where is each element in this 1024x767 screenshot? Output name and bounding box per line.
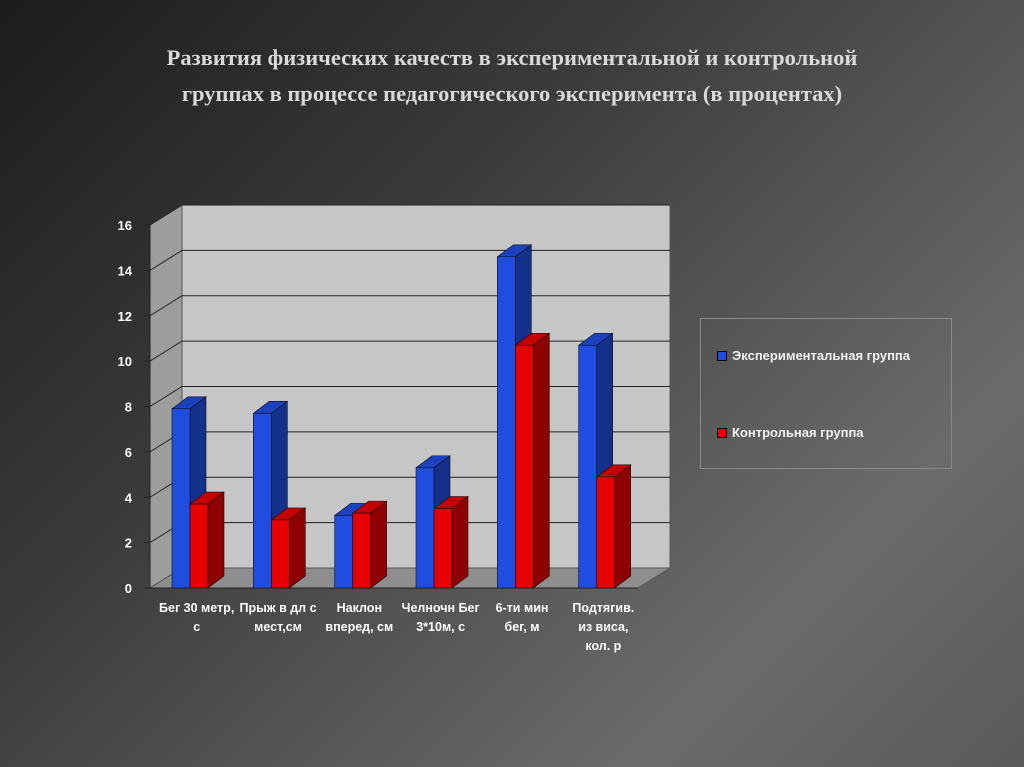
- x-tick-label-line: мест,см: [254, 620, 302, 634]
- legend-swatch-control: [717, 427, 727, 438]
- bar-front: [352, 512, 371, 589]
- x-tick-label-line: из виса,: [578, 620, 628, 634]
- x-tick-label-line: Наклон: [337, 601, 382, 615]
- legend-item-experimental: Экспериментальная группа: [717, 348, 910, 363]
- bar-front: [415, 467, 435, 589]
- x-tick-label: Челночн Бег 3*10м, с: [402, 601, 480, 634]
- bar-front: [189, 503, 209, 589]
- y-tick-label: 8: [125, 400, 132, 415]
- bar-control-3: [433, 495, 469, 589]
- x-tick-label: Наклон вперед, см: [325, 601, 393, 634]
- y-tick-label: 14: [118, 263, 133, 278]
- legend-label-control: Контрольная группа: [732, 425, 864, 440]
- bar-front: [334, 515, 353, 589]
- bar-side: [370, 500, 387, 589]
- x-tick-label: Бег 30 метр, с: [159, 601, 234, 634]
- x-tick-label-line: вперед, см: [325, 620, 393, 634]
- x-tick-label-line: кол. р: [585, 639, 621, 653]
- bar-front: [253, 413, 272, 589]
- title-line-1: Развития физических качеств в эксперимен…: [166, 45, 858, 70]
- x-tick-label: Подтягив. из виса, кол. р: [572, 601, 634, 653]
- bar-front: [578, 344, 597, 589]
- y-tick-label: 4: [125, 490, 133, 505]
- x-tick-label-line: 3*10м, с: [416, 620, 465, 634]
- gridline: [149, 204, 670, 226]
- x-tick-label-line: Подтягив.: [572, 601, 634, 615]
- chart-legend: Экспериментальная группа Контрольная гру…: [700, 318, 952, 469]
- bar-control-1: [270, 507, 307, 589]
- x-tick-label-line: с: [193, 620, 200, 634]
- y-tick-label: 0: [125, 581, 132, 596]
- bar-front: [171, 408, 191, 589]
- bar-control-0: [189, 491, 225, 589]
- legend-label-experimental: Экспериментальная группа: [732, 348, 911, 363]
- bar-side: [207, 491, 225, 589]
- x-tick-label-line: бег, м: [505, 620, 540, 634]
- bar-side: [614, 464, 631, 589]
- y-tick-label: 16: [118, 218, 132, 233]
- x-tick-label: 6-ти мин бег, м: [496, 601, 549, 634]
- bar-front: [433, 508, 453, 589]
- bar-control-4: [514, 332, 551, 589]
- x-tick-label-line: Прыж в дл с: [239, 601, 316, 615]
- x-tick-label-line: Бег 30 метр,: [159, 601, 234, 615]
- bar-side: [451, 495, 469, 589]
- y-tick-label: 10: [118, 354, 132, 369]
- y-tick-label: 6: [125, 445, 132, 460]
- bar-control-5: [595, 464, 632, 589]
- y-tick-label: 2: [125, 536, 132, 551]
- bar-side: [289, 507, 306, 589]
- legend-swatch-experimental: [717, 350, 727, 361]
- bar-front: [596, 476, 615, 589]
- bar-side: [533, 332, 550, 589]
- bar-front: [497, 256, 516, 589]
- legend-item-control: Контрольная группа: [717, 425, 864, 440]
- x-tick-label-line: Челночн Бег: [402, 601, 480, 615]
- x-tick-label: Прыж в дл с мест,см: [239, 601, 316, 634]
- bar-front: [515, 344, 534, 589]
- y-tick-label: 12: [118, 309, 132, 324]
- bar-control-2: [351, 500, 388, 589]
- x-tick-label-line: 6-ти мин: [496, 601, 549, 615]
- bar-front: [271, 519, 290, 589]
- title-line-2: группах в процессе педагогического экспе…: [181, 81, 843, 106]
- slide-title: Развития физических качеств в эксперимен…: [60, 40, 964, 112]
